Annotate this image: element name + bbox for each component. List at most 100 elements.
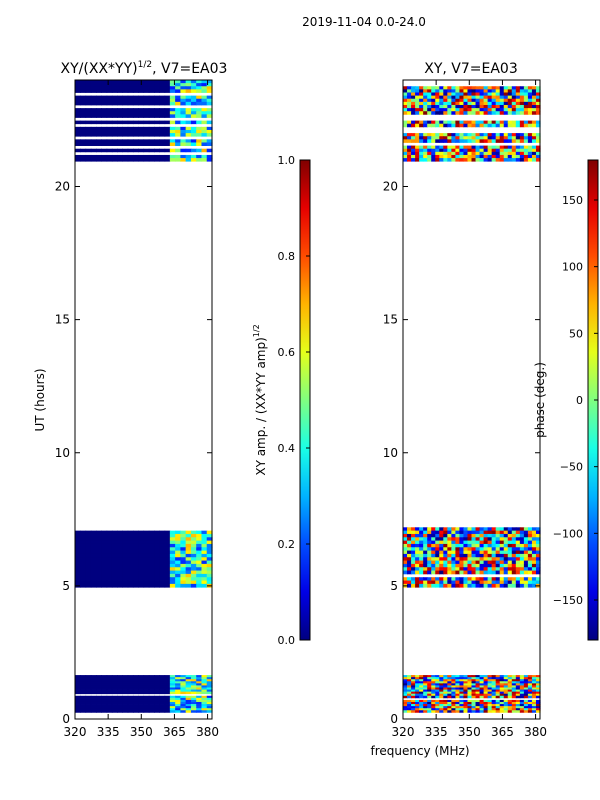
- heatmap-cell: [169, 683, 176, 686]
- heatmap-cell: [411, 123, 416, 128]
- heatmap-cell: [475, 145, 481, 150]
- heatmap-cell: [90, 129, 97, 134]
- heatmap-cell: [190, 697, 197, 701]
- heatmap-cell: [479, 577, 485, 581]
- heatmap-cell: [419, 553, 424, 558]
- heatmap-cell: [531, 92, 537, 97]
- heatmap-cell: [111, 133, 118, 137]
- heatmap-cell: [117, 691, 124, 695]
- heatmap-cell: [427, 675, 432, 678]
- heatmap-cell: [467, 681, 473, 684]
- heatmap-cell: [483, 154, 489, 159]
- heatmap-cell: [127, 691, 134, 695]
- heatmap-cell: [80, 114, 87, 118]
- heatmap-cell: [159, 710, 166, 713]
- heatmap-cell: [527, 557, 533, 561]
- heatmap-cell: [479, 675, 485, 678]
- heatmap-cell: [535, 710, 541, 713]
- heatmap-cell: [515, 148, 521, 153]
- heatmap-cell: [435, 567, 440, 571]
- heatmap-cell: [495, 693, 501, 697]
- heatmap-cell: [519, 104, 525, 109]
- heatmap-cell: [132, 706, 139, 709]
- heatmap-cell: [190, 675, 197, 678]
- heatmap-cell: [455, 557, 461, 561]
- heatmap-cell: [117, 101, 124, 106]
- heatmap-cell: [523, 583, 529, 588]
- heatmap-cell: [411, 580, 416, 585]
- heatmap-cell: [201, 154, 208, 159]
- heatmap-cell: [185, 98, 192, 103]
- heatmap-cell: [96, 95, 102, 100]
- colorbar-tick-label: 0.4: [278, 442, 296, 455]
- heatmap-cell: [439, 689, 444, 693]
- heatmap-cell: [148, 691, 155, 695]
- heatmap-cell: [471, 679, 477, 682]
- heatmap-cell: [455, 675, 461, 678]
- heatmap-cell: [431, 537, 436, 542]
- heatmap-cell: [403, 547, 408, 551]
- heatmap-cell: [423, 687, 428, 690]
- heatmap-cell: [475, 553, 481, 558]
- heatmap-cell: [423, 701, 428, 705]
- heatmap-cell: [96, 701, 102, 705]
- heatmap-cell: [467, 570, 473, 575]
- heatmap-cell: [206, 689, 213, 693]
- heatmap-cell: [459, 681, 465, 684]
- heatmap-cell: [415, 92, 420, 97]
- y-tick-label: 0: [390, 712, 398, 726]
- heatmap-cell: [206, 543, 213, 548]
- heatmap-cell: [535, 89, 541, 93]
- heatmap-cell: [407, 704, 412, 707]
- heatmap-cell: [190, 685, 197, 688]
- heatmap-cell: [143, 89, 150, 93]
- heatmap-cell: [127, 706, 134, 709]
- heatmap-cell: [419, 706, 424, 709]
- heatmap-cell: [159, 570, 166, 575]
- heatmap-cell: [447, 563, 452, 568]
- heatmap-cell: [411, 583, 416, 588]
- heatmap-cell: [201, 563, 208, 568]
- heatmap-cell: [527, 675, 533, 678]
- heatmap-cell: [96, 108, 102, 112]
- heatmap-cell: [515, 699, 521, 703]
- heatmap-cell: [511, 139, 517, 143]
- heatmap-cell: [495, 104, 501, 109]
- heatmap-cell: [499, 583, 505, 588]
- heatmap-cell: [407, 679, 412, 682]
- heatmap-cell: [423, 543, 428, 548]
- heatmap-cell: [122, 108, 129, 112]
- heatmap-cell: [75, 685, 81, 688]
- heatmap-cell: [503, 530, 509, 535]
- heatmap-cell: [190, 583, 197, 588]
- heatmap-cell: [196, 706, 203, 709]
- heatmap-cell: [190, 80, 197, 84]
- heatmap-cell: [117, 570, 124, 575]
- heatmap-cell: [503, 104, 509, 109]
- heatmap-cell: [491, 701, 497, 705]
- heatmap-cell: [206, 679, 213, 682]
- heatmap-cell: [190, 580, 197, 585]
- heatmap-cell: [515, 89, 521, 93]
- heatmap-cell: [96, 695, 102, 699]
- heatmap-cell: [467, 685, 473, 688]
- heatmap-cell: [111, 95, 118, 100]
- heatmap-cell: [419, 120, 424, 125]
- heatmap-cell: [523, 681, 529, 684]
- heatmap-cell: [447, 139, 452, 143]
- amplitude-colorbar-ticks: 0.00.20.40.60.81.0: [278, 154, 310, 647]
- heatmap-cell: [101, 142, 108, 146]
- heatmap-cell: [423, 101, 428, 106]
- heatmap-cell: [487, 580, 493, 585]
- heatmap-cell: [106, 560, 113, 565]
- heatmap-cell: [523, 108, 529, 112]
- heatmap-cell: [463, 577, 469, 581]
- heatmap-cell: [407, 677, 412, 680]
- heatmap-cell: [132, 83, 139, 87]
- heatmap-cell: [80, 540, 87, 545]
- heatmap-cell: [143, 540, 150, 545]
- heatmap-cell: [138, 567, 145, 571]
- heatmap-cell: [511, 580, 517, 585]
- colorbar-tick-label: −100: [553, 527, 583, 540]
- heatmap-cell: [535, 86, 541, 90]
